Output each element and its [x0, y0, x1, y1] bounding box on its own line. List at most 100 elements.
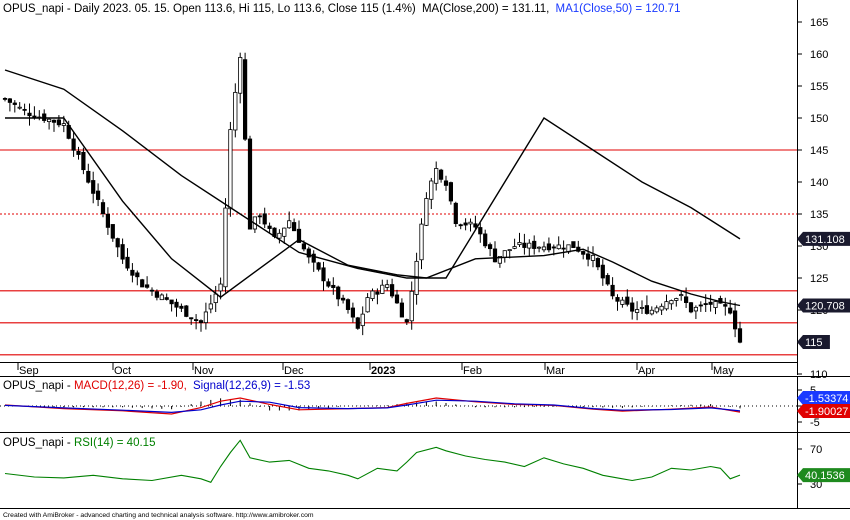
svg-text:-1.53374: -1.53374	[805, 393, 848, 405]
candle	[360, 306, 365, 336]
candle	[257, 213, 262, 225]
candle	[91, 171, 96, 204]
candle	[527, 239, 532, 257]
candle	[419, 218, 424, 270]
date-label: May	[713, 365, 734, 377]
price-tick-label: 165	[810, 17, 828, 29]
signal-badge: -1.53374	[797, 391, 850, 405]
candle	[100, 199, 106, 218]
candle	[262, 207, 267, 229]
candle	[688, 302, 694, 314]
candle	[639, 300, 645, 315]
candle	[620, 296, 625, 308]
candle	[478, 222, 483, 243]
candle	[316, 261, 321, 272]
candle	[684, 287, 689, 309]
candle	[693, 305, 699, 320]
candle	[483, 229, 488, 249]
candle	[615, 294, 620, 311]
candle	[238, 52, 243, 104]
candle	[105, 207, 110, 235]
candle	[247, 135, 253, 230]
date-label: Dec	[284, 365, 304, 377]
candle	[723, 297, 728, 316]
candle	[561, 240, 566, 258]
candle	[96, 183, 101, 207]
candle	[51, 119, 57, 132]
price-tick-label: 155	[810, 81, 828, 93]
candle	[331, 277, 336, 295]
price-tick-label: 110	[810, 369, 828, 381]
candle	[737, 321, 743, 344]
signal-line	[4, 399, 741, 414]
price-tick-label: 125	[810, 273, 828, 285]
candle	[169, 299, 174, 312]
candle	[223, 198, 228, 293]
candle	[144, 276, 150, 289]
candle	[287, 211, 292, 229]
price-tick-label: 145	[810, 145, 828, 157]
candle	[130, 263, 135, 283]
candle	[12, 100, 17, 113]
candle	[605, 273, 610, 286]
candle	[380, 279, 385, 295]
candle	[149, 287, 155, 296]
price-badges: 131.108 120.708 115	[797, 231, 850, 349]
candle	[610, 277, 615, 300]
candle	[189, 317, 194, 325]
candle	[184, 305, 189, 318]
candle	[7, 98, 12, 112]
candle	[27, 103, 32, 126]
candle	[595, 257, 601, 271]
candle	[487, 242, 493, 257]
candle	[22, 103, 27, 116]
candle	[664, 294, 669, 311]
price-axis-ticks: 165160155150145140135130125120115110	[797, 17, 828, 381]
candle	[443, 175, 449, 191]
candle	[291, 218, 297, 232]
close-badge: 115	[797, 335, 830, 349]
candle	[355, 316, 360, 330]
candle	[159, 293, 164, 301]
candle	[110, 224, 115, 242]
candle	[375, 288, 380, 305]
macd-tick-label: -5	[810, 417, 820, 429]
candle	[404, 318, 409, 326]
candle	[76, 146, 81, 160]
ma50-line	[5, 117, 741, 307]
candle	[365, 293, 370, 313]
date-label: Feb	[463, 365, 482, 377]
candle	[674, 297, 679, 307]
candle	[644, 295, 650, 315]
candle	[120, 238, 125, 264]
candle	[537, 246, 542, 253]
rsi-tick-label: 70	[810, 444, 822, 456]
candle	[394, 289, 400, 304]
candle	[453, 201, 458, 227]
svg-text:40.1536: 40.1536	[805, 470, 845, 482]
candle	[193, 314, 199, 330]
candle	[733, 302, 738, 338]
candle	[321, 261, 326, 291]
candle	[492, 241, 498, 263]
price-candles	[2, 52, 743, 344]
candle	[350, 302, 356, 323]
candle	[546, 237, 552, 253]
ma200-legend: MA(Close,200) = 131.11,	[422, 3, 549, 15]
candle	[277, 229, 282, 244]
candle	[203, 302, 208, 330]
candle	[282, 227, 287, 244]
svg-text:-1.90027: -1.90027	[805, 406, 848, 418]
candle	[345, 298, 351, 314]
price-tick-label: 160	[810, 49, 828, 61]
candle	[522, 233, 527, 255]
rsi-badges: 40.1536	[797, 468, 850, 483]
rsi-legend: RSI(14) = 40.15	[74, 437, 156, 449]
candle	[81, 147, 86, 175]
candle	[556, 236, 561, 250]
candle	[311, 250, 316, 272]
candle	[581, 250, 586, 260]
date-label: Mar	[546, 365, 565, 377]
